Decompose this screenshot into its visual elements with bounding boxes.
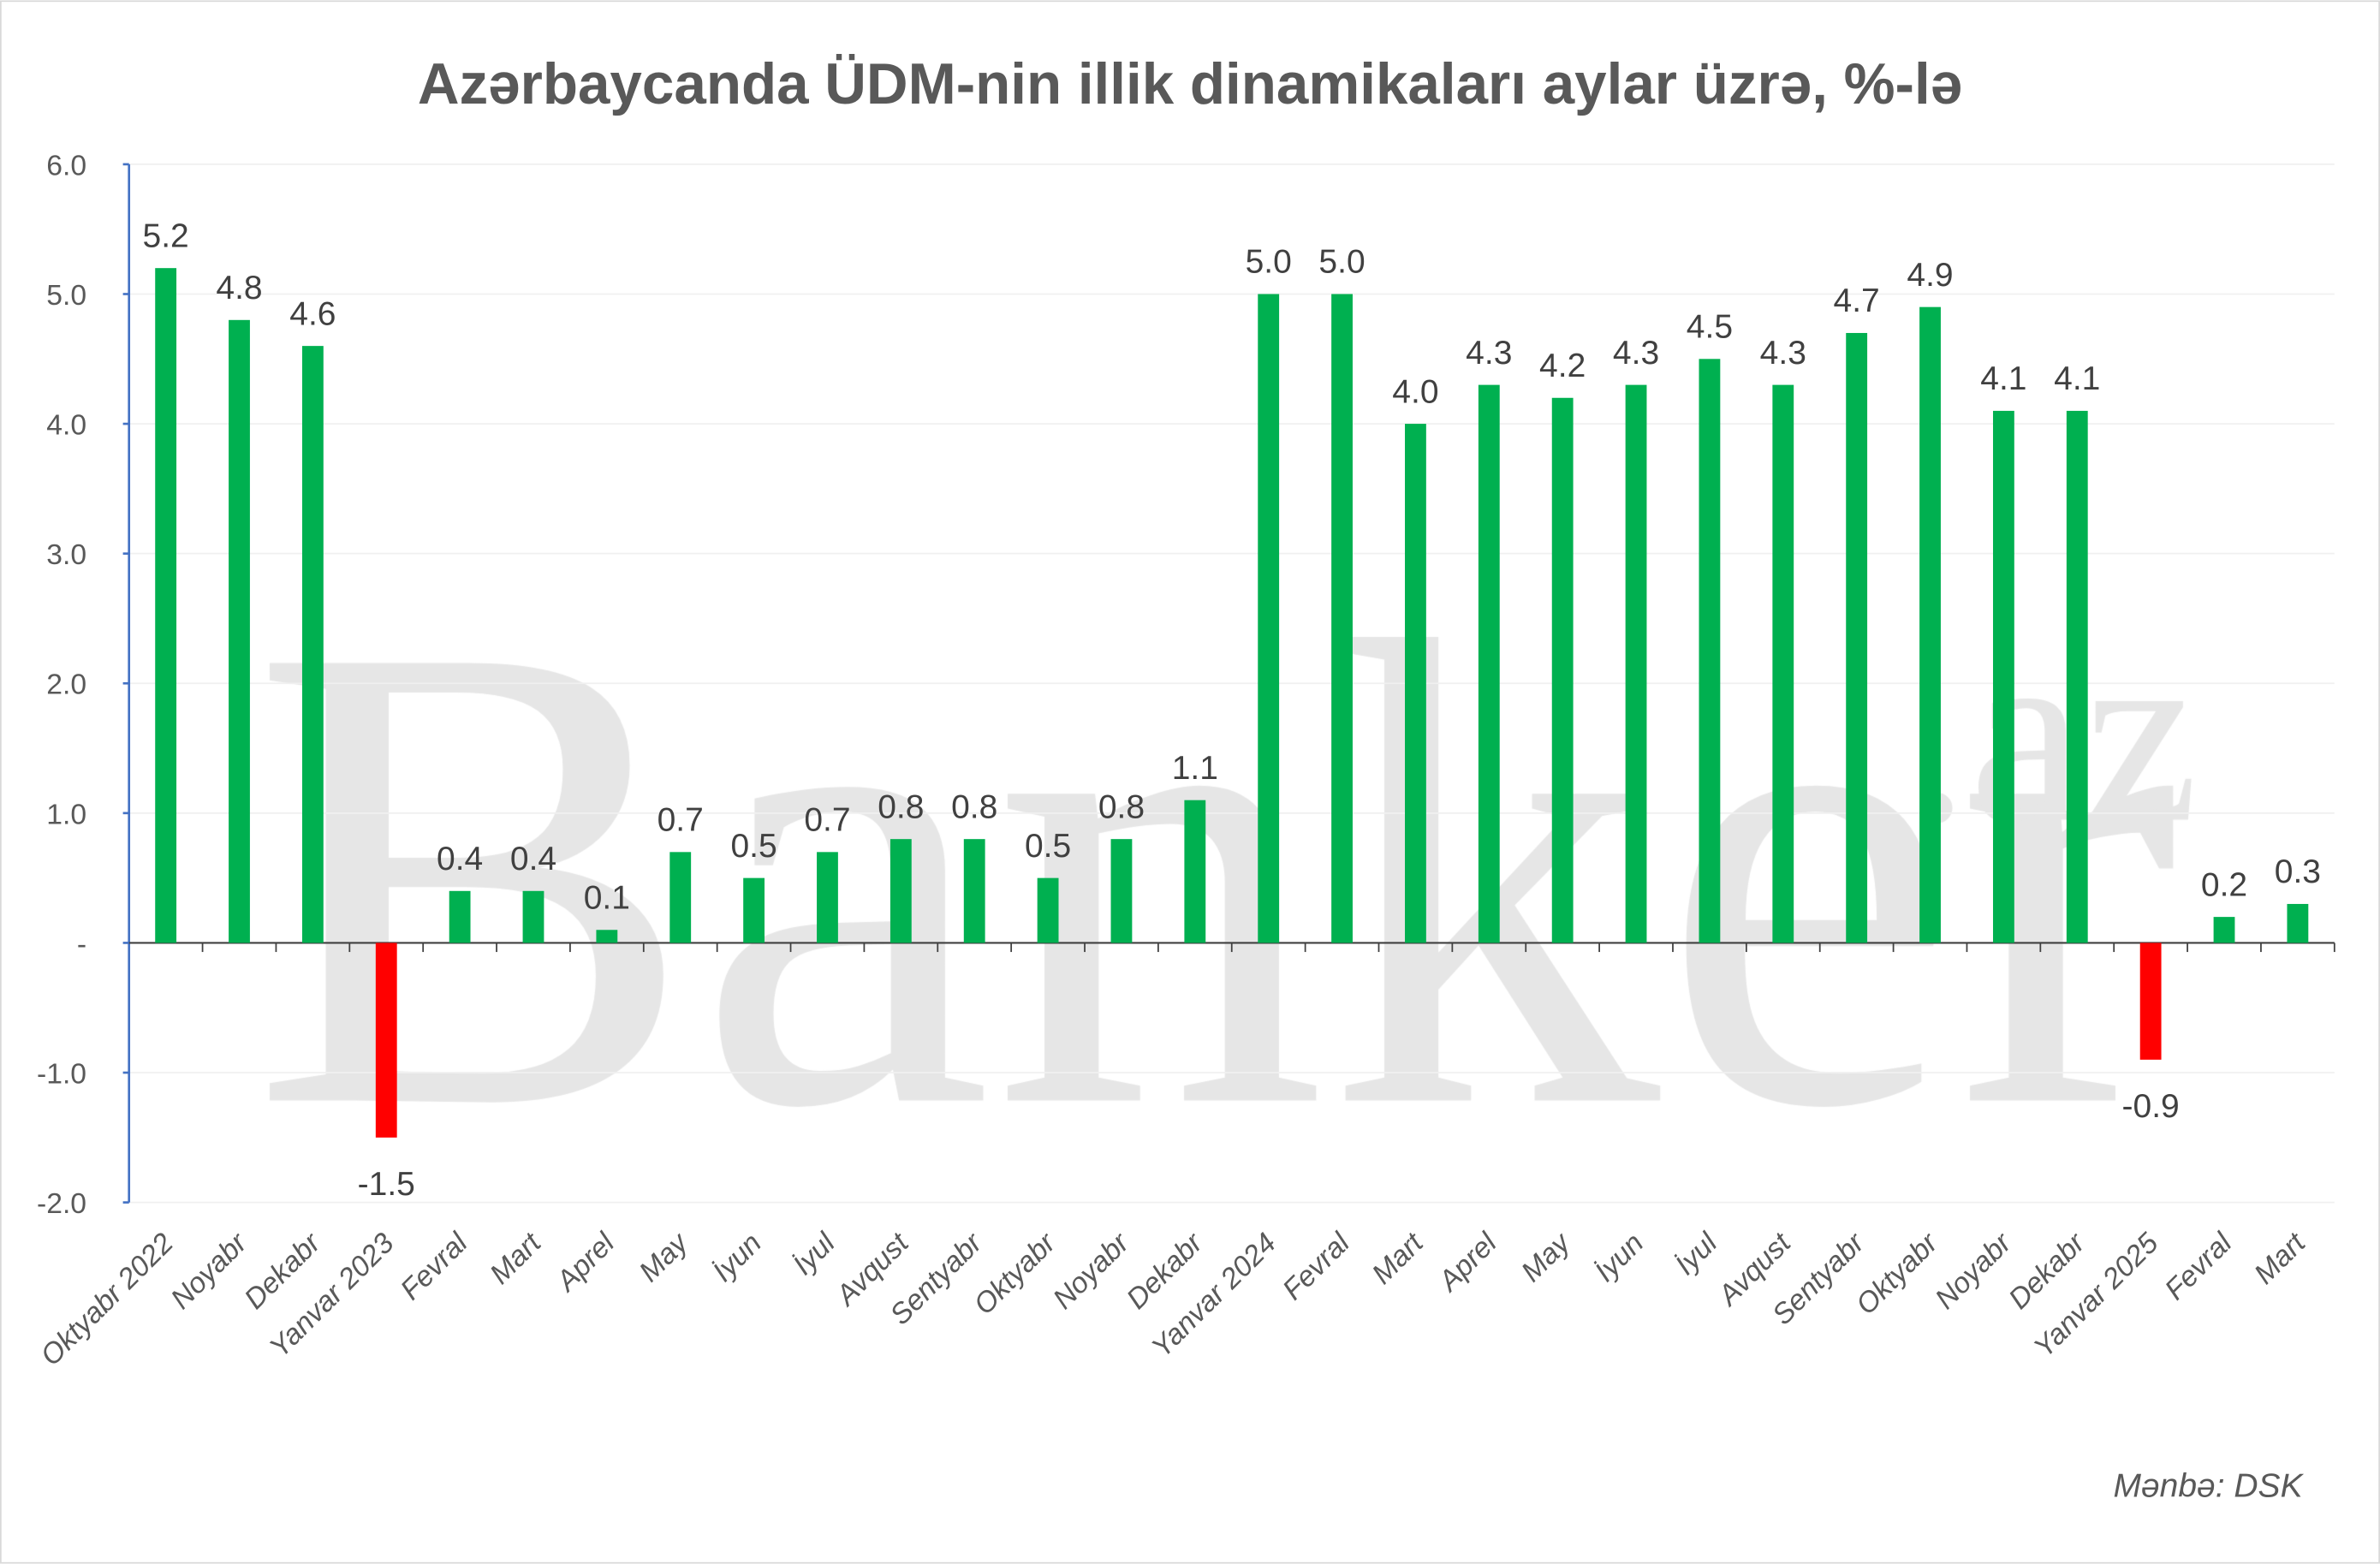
- bar: [1772, 384, 1794, 943]
- bar: [1184, 800, 1206, 943]
- x-tick-label: Fevral: [2159, 1227, 2239, 1306]
- bar: [1551, 397, 1574, 943]
- bar: [2066, 410, 2088, 943]
- chart-title: Azərbaycanda ÜDM-nin illik dinamikaları …: [418, 52, 1962, 116]
- bar: [301, 346, 324, 943]
- data-label: 4.2: [1539, 348, 1586, 384]
- data-label: 0.5: [1025, 828, 1071, 865]
- y-tick-label: 4.0: [46, 409, 86, 441]
- bar: [2287, 903, 2309, 943]
- data-label: 0.5: [730, 828, 776, 865]
- bar: [449, 890, 471, 943]
- bar: [2213, 917, 2235, 943]
- x-tick-label: Noyabr: [1047, 1226, 1136, 1315]
- x-tick-label: Fevral: [395, 1227, 474, 1306]
- bar: [669, 852, 692, 943]
- bar: [1478, 384, 1500, 943]
- bar: [1037, 877, 1059, 943]
- y-tick-label: 1.0: [46, 799, 86, 830]
- data-label: 4.3: [1613, 335, 1659, 372]
- bar: [596, 930, 618, 943]
- x-tick-label: Oktyabr: [1850, 1226, 1945, 1321]
- bar: [890, 839, 912, 943]
- bar: [963, 839, 985, 943]
- data-label: 4.3: [1466, 335, 1512, 372]
- x-tick-label: Fevral: [1277, 1227, 1357, 1306]
- data-label: 0.8: [878, 788, 924, 825]
- data-label: 4.5: [1687, 308, 1733, 345]
- x-tick-label: Mart: [1366, 1227, 1431, 1291]
- y-tick-label: -: [77, 929, 86, 960]
- data-label: 4.7: [1834, 282, 1880, 319]
- x-tick-label: Oktyabr: [968, 1226, 1063, 1321]
- y-tick-label: 2.0: [46, 669, 86, 701]
- x-tick-label: Mart: [2248, 1227, 2312, 1291]
- x-tick-label: Oktyabr 2022: [35, 1228, 180, 1372]
- x-tick-label: May: [1515, 1226, 1578, 1288]
- y-tick-label: 6.0: [46, 150, 86, 181]
- data-label: 0.8: [1098, 788, 1145, 825]
- data-label: 5.0: [1246, 244, 1292, 281]
- x-tick-label: Aprel: [550, 1227, 622, 1299]
- bar: [522, 890, 544, 943]
- data-label: 4.0: [1392, 373, 1438, 410]
- data-label: 0.7: [657, 802, 704, 839]
- bar: [1699, 359, 1721, 943]
- data-label: 4.8: [216, 270, 262, 306]
- bar: [155, 268, 177, 943]
- data-label: 0.7: [804, 802, 850, 839]
- source-note: Mənbə: DSK: [2113, 1468, 2304, 1505]
- data-label: 1.1: [1172, 750, 1218, 787]
- bar: [1331, 294, 1353, 943]
- x-tick-label: Mart: [484, 1227, 548, 1291]
- data-label: 4.1: [1980, 360, 2026, 397]
- bar: [1919, 306, 1941, 943]
- x-tick-label: Noyabr: [165, 1226, 254, 1315]
- data-label: 0.3: [2275, 853, 2321, 890]
- x-tick-label: İyun: [707, 1228, 768, 1288]
- bar: [1846, 332, 1868, 943]
- data-label: 4.9: [1907, 257, 1953, 294]
- bar: [229, 319, 250, 943]
- data-label: -0.9: [2122, 1088, 2180, 1125]
- data-label: 0.1: [584, 879, 630, 916]
- bar: [1405, 424, 1426, 943]
- x-tick-label: May: [634, 1226, 696, 1288]
- bar: [743, 877, 765, 943]
- data-label: 4.3: [1760, 335, 1806, 372]
- data-label: -1.5: [358, 1166, 415, 1203]
- x-tick-label: İyun: [1589, 1228, 1650, 1288]
- bar: [1992, 410, 2014, 943]
- x-tick-label: Noyabr: [1930, 1226, 2019, 1315]
- bar: [1110, 839, 1133, 943]
- data-label: 0.8: [951, 788, 997, 825]
- x-tick-label: İyul: [788, 1227, 842, 1282]
- bar: [817, 852, 838, 943]
- y-tick-label: 3.0: [46, 539, 86, 571]
- bar: [2139, 943, 2162, 1060]
- data-label: 4.1: [2054, 360, 2100, 397]
- data-label: 0.4: [510, 841, 556, 877]
- bar: [1258, 294, 1280, 943]
- bar: [375, 943, 397, 1138]
- y-tick-label: 5.0: [46, 280, 86, 312]
- data-label: 5.2: [143, 217, 189, 254]
- data-label: 5.0: [1318, 244, 1365, 281]
- data-label: 0.2: [2201, 866, 2247, 903]
- bar: [1625, 384, 1647, 943]
- y-tick-label: -2.0: [37, 1188, 86, 1220]
- x-tick-label: İyul: [1669, 1227, 1724, 1282]
- x-tick-label: Aprel: [1431, 1227, 1503, 1299]
- data-label: 4.6: [289, 295, 336, 332]
- data-label: 0.4: [437, 841, 483, 877]
- y-tick-label: -1.0: [37, 1058, 86, 1090]
